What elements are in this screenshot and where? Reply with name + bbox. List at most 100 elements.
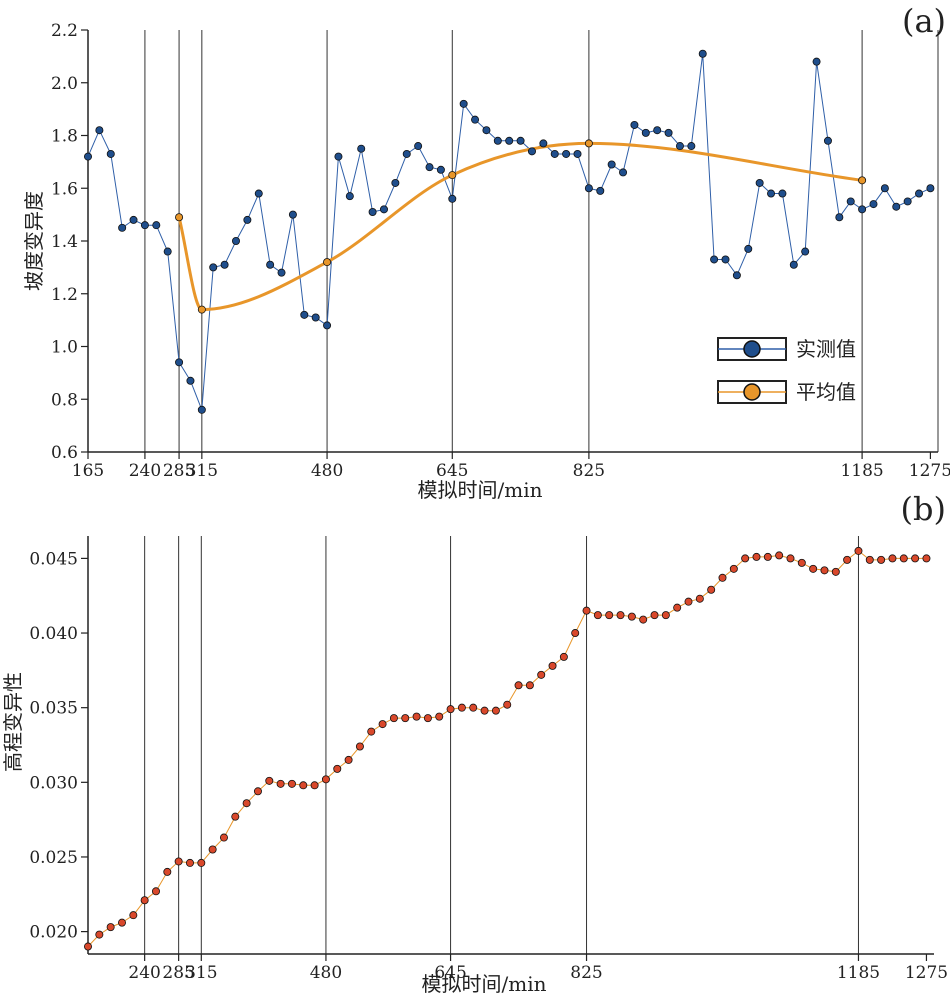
data-point-measured: [607, 160, 616, 169]
x-tick-label: 315: [186, 461, 218, 481]
data-point-elevation: [265, 776, 274, 785]
data-point-elevation: [718, 573, 727, 582]
x-tick-label: 825: [570, 963, 602, 983]
data-point-measured: [300, 310, 309, 319]
data-point-measured: [84, 152, 93, 161]
series-line-average: [177, 141, 863, 312]
data-point-elevation: [412, 712, 421, 721]
data-point-elevation: [219, 833, 228, 842]
data-point-measured: [698, 49, 707, 58]
data-point-measured: [459, 99, 468, 108]
data-point-measured: [539, 139, 548, 148]
data-point-measured: [584, 184, 593, 193]
data-point-elevation: [707, 585, 716, 594]
data-point-elevation: [503, 700, 512, 709]
data-point-elevation: [140, 896, 149, 905]
data-point-elevation: [922, 554, 931, 563]
y-tick-label: 1.2: [51, 285, 78, 305]
data-point-measured: [357, 144, 366, 153]
data-point-elevation: [389, 714, 398, 723]
data-point-elevation: [95, 930, 104, 939]
data-point-measured: [175, 358, 184, 367]
data-point-elevation: [106, 923, 115, 932]
data-point-elevation: [843, 555, 852, 564]
data-point-measured: [106, 149, 115, 158]
data-point-measured: [550, 149, 559, 158]
y-tick-label: 0.030: [29, 773, 78, 793]
data-point-elevation: [435, 712, 444, 721]
data-point-measured: [482, 126, 491, 135]
data-point-elevation: [877, 555, 886, 564]
legend-label: 平均值: [796, 380, 856, 404]
x-axis-label: 模拟时间/min: [418, 478, 543, 502]
x-tick-label: 480: [311, 461, 343, 481]
data-point-measured: [732, 271, 741, 280]
data-point-measured: [254, 189, 263, 198]
data-point-elevation: [616, 611, 625, 620]
y-tick-label: 1.8: [51, 127, 78, 147]
data-point-average: [448, 171, 457, 180]
y-tick-label: 0.035: [29, 699, 78, 719]
x-tick-label: 285: [163, 461, 195, 481]
data-point-measured: [493, 136, 502, 145]
data-point-measured: [903, 197, 912, 206]
data-point-elevation: [775, 551, 784, 560]
data-point-elevation: [593, 611, 602, 620]
data-point-elevation: [650, 611, 659, 620]
data-point-elevation: [786, 554, 795, 563]
data-point-measured: [801, 247, 810, 256]
legend-item-average: 平均值: [717, 380, 856, 404]
data-point-elevation: [457, 703, 466, 712]
data-point-measured: [846, 197, 855, 206]
data-point-elevation: [446, 705, 455, 714]
data-point-measured: [869, 200, 878, 209]
data-point-elevation: [605, 611, 614, 620]
legend-item-measured: 实测值: [717, 337, 856, 361]
data-point-measured: [789, 260, 798, 269]
y-axis-label: 坡度变异度: [22, 191, 46, 291]
data-point-elevation: [310, 781, 319, 790]
data-point-elevation: [865, 555, 874, 564]
data-point-measured: [323, 321, 332, 330]
data-point-elevation: [151, 887, 160, 896]
data-point-average: [323, 258, 332, 267]
data-point-measured: [710, 255, 719, 264]
x-tick-label: 645: [434, 963, 466, 983]
data-point-elevation: [741, 554, 750, 563]
y-tick-label: 1.0: [51, 338, 78, 358]
data-point-measured: [516, 136, 525, 145]
series-line-elevation: [87, 550, 927, 947]
data-point-measured: [926, 184, 935, 193]
data-point-elevation: [854, 546, 863, 555]
data-point-elevation: [763, 552, 772, 561]
data-point-elevation: [514, 681, 523, 690]
data-point-measured: [140, 221, 149, 230]
data-point-elevation: [809, 564, 818, 573]
data-point-elevation: [684, 597, 693, 606]
data-point-elevation: [899, 554, 908, 563]
data-point-measured: [368, 207, 377, 216]
data-point-measured: [277, 268, 286, 277]
data-point-measured: [641, 128, 650, 137]
data-point-measured: [664, 128, 673, 137]
y-tick-label: 0.020: [29, 923, 78, 943]
data-point-elevation: [888, 554, 897, 563]
y-tick-label: 1.4: [51, 232, 78, 252]
data-point-measured: [436, 165, 445, 174]
data-point-elevation: [537, 670, 546, 679]
x-tick-label: 480: [310, 963, 342, 983]
y-tick-label: 1.6: [51, 179, 78, 199]
data-point-measured: [379, 205, 388, 214]
x-tick-label: 645: [436, 461, 468, 481]
data-point-average: [197, 305, 206, 314]
data-point-elevation: [367, 727, 376, 736]
data-point-elevation: [333, 764, 342, 773]
data-point-measured: [334, 152, 343, 161]
data-point-elevation: [831, 567, 840, 576]
data-point-measured: [448, 194, 457, 203]
panel-label: (b): [901, 490, 946, 528]
x-tick-label: 1275: [905, 963, 948, 983]
data-point-elevation: [469, 703, 478, 712]
data-point-measured: [129, 215, 138, 224]
